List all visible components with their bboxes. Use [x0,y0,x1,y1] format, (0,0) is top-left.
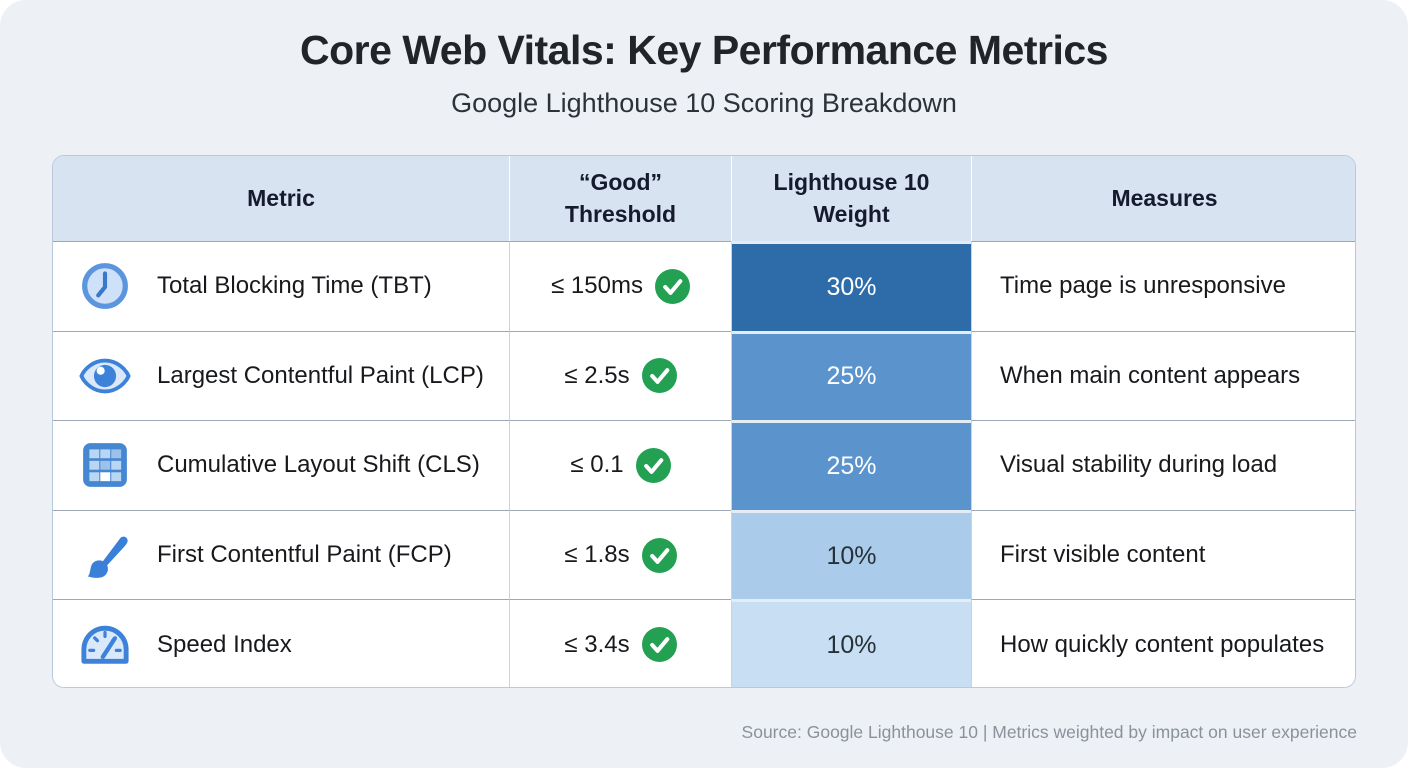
column-header-metric: Metric [53,156,509,241]
source-note: Source: Google Lighthouse 10 | Metrics w… [741,722,1357,742]
table-row-tbt-metric: Total Blocking Time (TBT) [53,241,509,331]
speedometer-icon [79,619,131,671]
page-subtitle: Google Lighthouse 10 Scoring Breakdown [451,88,957,118]
column-header-label: Metric [247,184,315,211]
threshold-value: ≤ 1.8s [564,541,630,569]
column-header-label: Lighthouse 10 Weight [773,169,930,227]
weight-value: 10% [826,631,877,660]
table-row-lcp-metric: Largest Contentful Paint (LCP) [53,330,509,421]
measures-cell: Visual stability during load [971,420,1355,510]
metric-label: Largest Contentful Paint (LCP) [157,361,484,389]
metric-label: Total Blocking Time (TBT) [157,272,432,300]
measures-cell: First visible content [971,509,1355,600]
column-header-label: Measures [1111,184,1218,211]
measures-text: First visible content [1000,541,1206,569]
threshold-value: ≤ 150ms [551,272,643,300]
check-icon [641,537,677,573]
table-row-speed-index-threshold: ≤ 3.4s [509,599,731,687]
column-header-label: “Good” Threshold [564,169,677,227]
clock-icon [79,260,131,312]
metric-label: Cumulative Layout Shift (CLS) [157,451,480,479]
table-row-tbt-threshold: ≤ 150ms [509,241,731,331]
table-row-speed-index-metric: Speed Index [53,599,509,687]
column-header-measures: Measures [971,156,1355,241]
paintbrush-icon [79,529,131,581]
table-row-cls-metric: Cumulative Layout Shift (CLS) [53,420,509,510]
check-icon [641,627,677,663]
measures-text: Time page is unresponsive [1000,272,1286,300]
weight-value: 25% [826,362,877,391]
measures-text: Visual stability during load [1000,451,1278,479]
grid-icon [79,439,131,491]
measures-cell: Time page is unresponsive [971,241,1355,331]
table-row-fcp-metric: First Contentful Paint (FCP) [53,509,509,600]
check-icon [654,268,690,304]
measures-cell: How quickly content populates [971,599,1355,687]
table-row-fcp-threshold: ≤ 1.8s [509,509,731,600]
measures-text: How quickly content populates [1000,630,1325,658]
column-header-threshold: “Good” Threshold [509,156,731,241]
column-header-weight: Lighthouse 10 Weight [731,156,971,241]
metric-label: Speed Index [157,630,292,658]
weight-value: 30% [826,272,877,301]
table-row-lcp-threshold: ≤ 2.5s [509,330,731,421]
eye-icon [79,350,131,402]
weight-value: 10% [826,541,877,570]
metrics-table: Metric “Good” Threshold Lighthouse 10 We… [52,155,1356,688]
table-row-cls-threshold: ≤ 0.1 [509,420,731,510]
metric-label: First Contentful Paint (FCP) [157,541,452,569]
weight-cell: 10% [731,599,971,687]
measures-text: When main content appears [1000,361,1301,389]
weight-cell: 10% [731,509,971,600]
threshold-value: ≤ 2.5s [564,361,630,389]
measures-cell: When main content appears [971,330,1355,421]
check-icon [641,358,677,394]
weight-cell: 30% [731,241,971,331]
weight-value: 25% [826,451,877,480]
check-icon [635,447,671,483]
weight-cell: 25% [731,330,971,421]
weight-cell: 25% [731,420,971,510]
threshold-value: ≤ 3.4s [564,630,630,658]
page-title: Core Web Vitals: Key Performance Metrics [300,27,1108,73]
threshold-value: ≤ 0.1 [570,451,624,479]
